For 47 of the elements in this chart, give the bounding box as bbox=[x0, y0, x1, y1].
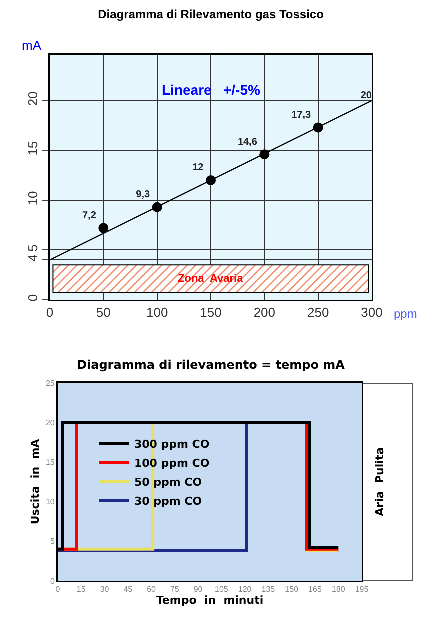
y-tick-label: 4 bbox=[25, 254, 40, 262]
x-axis-title: Tempo in minuti bbox=[156, 594, 264, 608]
data-label: 7,2 bbox=[82, 210, 97, 222]
legend-label: 30 ppm CO bbox=[134, 494, 202, 508]
x-tick-label: 15 bbox=[76, 585, 86, 594]
x-tick-label: 150 bbox=[285, 585, 300, 594]
x-tick-label: 30 bbox=[100, 585, 110, 594]
x-tick-label: 135 bbox=[262, 585, 276, 594]
x-tick-label: 180 bbox=[332, 585, 346, 594]
x-tick-label: 90 bbox=[194, 585, 204, 594]
data-label: 20 bbox=[360, 90, 372, 102]
x-axis-title: ppm bbox=[394, 307, 418, 321]
y-tick-label: 15 bbox=[46, 458, 56, 467]
y-tick-label: 10 bbox=[46, 498, 56, 507]
x-tick-label: 75 bbox=[170, 585, 180, 594]
x-tick-label: 105 bbox=[215, 585, 229, 594]
y-axis-title: mA bbox=[22, 38, 42, 53]
x-tick-label: 165 bbox=[308, 585, 322, 594]
chart-title: Diagramma di rilevamento = tempo mA bbox=[77, 358, 346, 372]
y-tick-label: 20 bbox=[25, 92, 40, 106]
chart-title: Diagramma di Rilevamento gas Tossico bbox=[98, 7, 324, 22]
data-label: 12 bbox=[192, 162, 204, 174]
legend-label: 50 ppm CO bbox=[134, 476, 202, 489]
x-tick-label: 300 bbox=[361, 305, 383, 320]
y-tick-label: 25 bbox=[46, 378, 56, 388]
y-tick-label: 20 bbox=[46, 418, 56, 428]
x-tick-label: 60 bbox=[147, 585, 157, 594]
x-tick-label: 150 bbox=[200, 305, 222, 320]
text: Aria Pulita bbox=[373, 447, 386, 516]
point bbox=[98, 223, 109, 234]
x-tick-label: 120 bbox=[238, 585, 252, 594]
x-tick-label: 45 bbox=[124, 585, 134, 594]
data-label: 9,3 bbox=[136, 190, 151, 201]
y-tick-label: 0 bbox=[50, 576, 56, 586]
x-tick-label: 100 bbox=[146, 305, 168, 320]
x-tick-label: 250 bbox=[307, 305, 330, 320]
data-label: 14,6 bbox=[238, 136, 258, 148]
y-tick-label: 0 bbox=[25, 294, 40, 302]
x-tick-label: 200 bbox=[254, 305, 276, 320]
y-tick-label: 10 bbox=[25, 191, 40, 206]
y-tick-label: 15 bbox=[25, 141, 40, 156]
data-label: 17,3 bbox=[292, 110, 312, 121]
y-tick-label: 5 bbox=[25, 244, 40, 252]
y-axis-title: Uscita in mA bbox=[28, 438, 42, 525]
y-tick-label: 5 bbox=[50, 537, 56, 546]
x-tick-label: 50 bbox=[96, 305, 111, 320]
x-tick-label: 195 bbox=[355, 585, 370, 594]
